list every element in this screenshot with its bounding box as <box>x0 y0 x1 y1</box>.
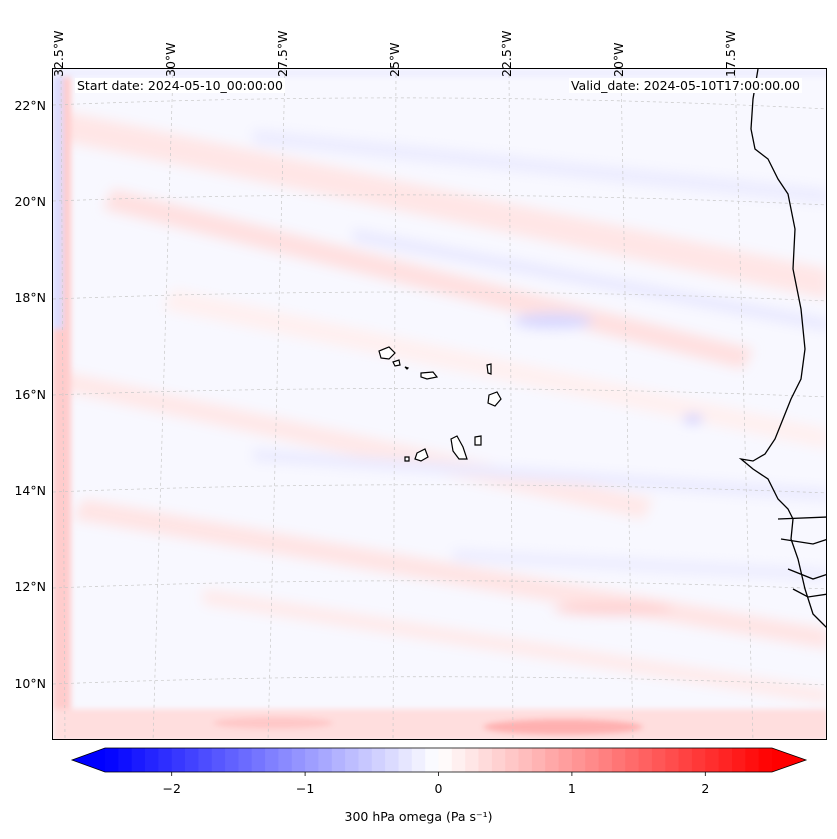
colorbar-segment <box>678 748 693 772</box>
colorbar-segment <box>598 748 613 772</box>
colorbar-segment <box>745 748 760 772</box>
latitude-label: 16°N <box>14 387 46 402</box>
omega-field <box>53 69 826 739</box>
colorbar-outline <box>70 747 808 773</box>
longitude-label: 25°W <box>387 42 402 77</box>
colorbar-segment <box>158 748 173 772</box>
colorbar-segment <box>131 748 146 772</box>
colorbar-segment <box>345 748 359 772</box>
colorbar-segment <box>651 748 666 772</box>
colorbar-segment <box>731 748 746 772</box>
colorbar-segment <box>478 748 493 772</box>
colorbar-segment <box>185 748 199 772</box>
colorbar-segment <box>438 748 453 772</box>
longitude-label: 27.5°W <box>275 30 290 77</box>
cape-verde-islands <box>378 346 502 462</box>
latitude-label: 14°N <box>14 483 46 498</box>
colorbar-segment <box>558 748 573 772</box>
latitude-label: 22°N <box>14 98 46 113</box>
longitude-label: 20°W <box>611 42 626 77</box>
colorbar-segment <box>451 748 466 772</box>
longitude-label: 22.5°W <box>499 30 514 77</box>
colorbar-tick-label: 1 <box>567 781 576 796</box>
latitude-label: 12°N <box>14 579 46 594</box>
colorbar-segment <box>318 748 333 772</box>
boundary-strips <box>53 69 826 739</box>
colorbar-segment <box>385 748 399 772</box>
colorbar-segment <box>278 748 293 772</box>
colorbar-segment <box>571 748 586 772</box>
colorbar-extend-min <box>72 748 105 772</box>
colorbar-segment <box>211 748 226 772</box>
longitude-label: 32.5°W <box>51 30 66 77</box>
colorbar-segment <box>305 748 319 772</box>
colorbar-segment <box>625 748 640 772</box>
colorbar-segment <box>491 748 506 772</box>
colorbar-segment <box>411 748 426 772</box>
colorbar-extend-max <box>772 748 806 772</box>
colorbar-ticks <box>171 772 706 776</box>
colorbar-segment <box>638 748 653 772</box>
latitude-label: 18°N <box>14 290 46 305</box>
colorbar-segment <box>398 748 413 772</box>
latitude-label: 10°N <box>14 676 46 691</box>
colorbar-segment <box>518 748 533 772</box>
colorbar-segment <box>465 748 480 772</box>
colorbar-segment <box>425 748 439 772</box>
colorbar-segment <box>585 748 600 772</box>
colorbar-segment <box>545 748 560 772</box>
field-streaks <box>53 109 826 704</box>
colorbar-segment <box>531 748 546 772</box>
colorbar-segments <box>72 748 806 772</box>
start-date-label: Start date: 2024-05-10_00:00:00 <box>75 78 285 93</box>
colorbar-segment <box>198 748 213 772</box>
colorbar-segment <box>705 748 720 772</box>
colorbar-segment <box>291 748 306 772</box>
colorbar-tick-label: −2 <box>162 781 181 796</box>
colorbar-tick-label: 2 <box>701 781 710 796</box>
colorbar-label: 300 hPa omega (Pa s⁻¹) <box>344 809 493 824</box>
colorbar-segment <box>718 748 733 772</box>
colorbar-segment <box>611 748 626 772</box>
colorbar-segment <box>358 748 373 772</box>
colorbar-segment <box>758 748 773 772</box>
longitude-label: 30°W <box>163 42 178 77</box>
colorbar-tick-label: 0 <box>434 781 443 796</box>
gridlines <box>53 69 826 739</box>
colorbar-segment <box>665 748 680 772</box>
latitude-label: 20°N <box>14 194 46 209</box>
colorbar-segment <box>371 748 386 772</box>
map-panel: Start date: 2024-05-10_00:00:00 Valid_da… <box>52 68 827 740</box>
colorbar-segment <box>171 748 186 772</box>
longitude-label: 17.5°W <box>723 30 738 77</box>
coastline <box>738 69 826 628</box>
valid-date-label: Valid_date: 2024-05-10T17:00:00.00 <box>568 78 802 93</box>
colorbar-segment <box>251 748 266 772</box>
colorbar-segment <box>118 748 133 772</box>
colorbar-segment <box>238 748 253 772</box>
colorbar-segment <box>225 748 239 772</box>
colorbar-segment <box>105 748 119 772</box>
colorbar-segment <box>265 748 279 772</box>
colorbar-segment <box>145 748 159 772</box>
colorbar-segment <box>331 748 346 772</box>
colorbar-segment <box>505 748 520 772</box>
colorbar-tick-label: −1 <box>295 781 315 796</box>
colorbar-segment <box>691 748 706 772</box>
